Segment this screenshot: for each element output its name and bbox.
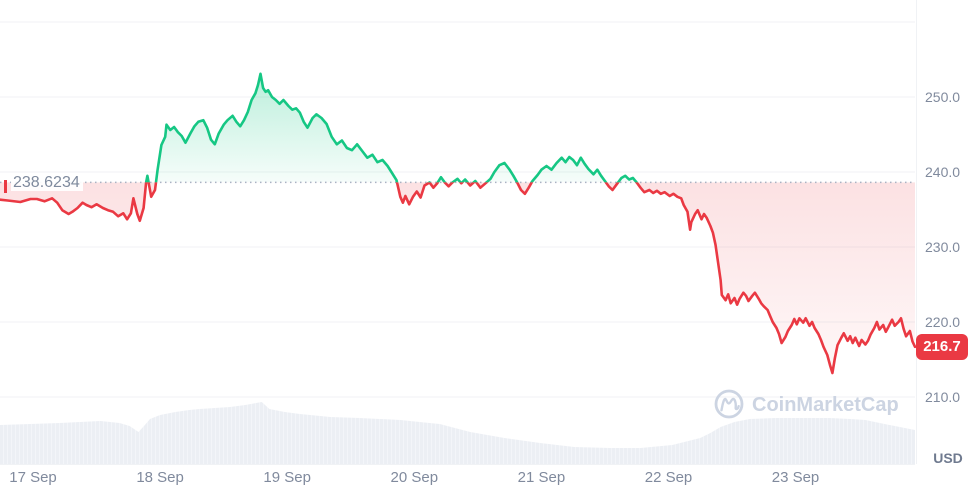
current-price-badge: 216.7	[916, 333, 968, 360]
x-axis-label: 20 Sep	[390, 469, 439, 486]
price-line-down	[0, 182, 916, 375]
price-area-below-baseline	[0, 182, 915, 373]
x-axis-label: 21 Sep	[517, 469, 566, 486]
x-axis-label: 23 Sep	[771, 469, 820, 486]
y-axis-label: 210.0	[925, 389, 961, 405]
price-line-up	[144, 72, 639, 183]
x-axis-label: 18 Sep	[136, 469, 184, 486]
x-axis-label: 22 Sep	[644, 469, 693, 486]
y-axis-label: 250.0	[925, 89, 961, 105]
y-axis-label: 240.0	[925, 164, 961, 180]
x-axis-label: 17 Sep	[9, 469, 57, 486]
coinmarketcap-logo-icon	[714, 389, 744, 419]
y-axis-label: 220.0	[925, 314, 961, 330]
coinmarketcap-logo-m	[720, 397, 740, 412]
watermark-text: CoinMarketCap	[752, 394, 899, 416]
baseline-price-label: 238.6234	[11, 173, 83, 191]
baseline-tick	[4, 179, 7, 193]
x-axis-label: 19 Sep	[263, 469, 311, 486]
quote-currency-label: USD	[933, 450, 963, 466]
volume-area	[0, 402, 915, 464]
coinmarketcap-watermark: CoinMarketCap	[714, 389, 899, 419]
y-axis-label: 230.0	[925, 239, 961, 255]
price-area-above-baseline	[0, 73, 915, 183]
